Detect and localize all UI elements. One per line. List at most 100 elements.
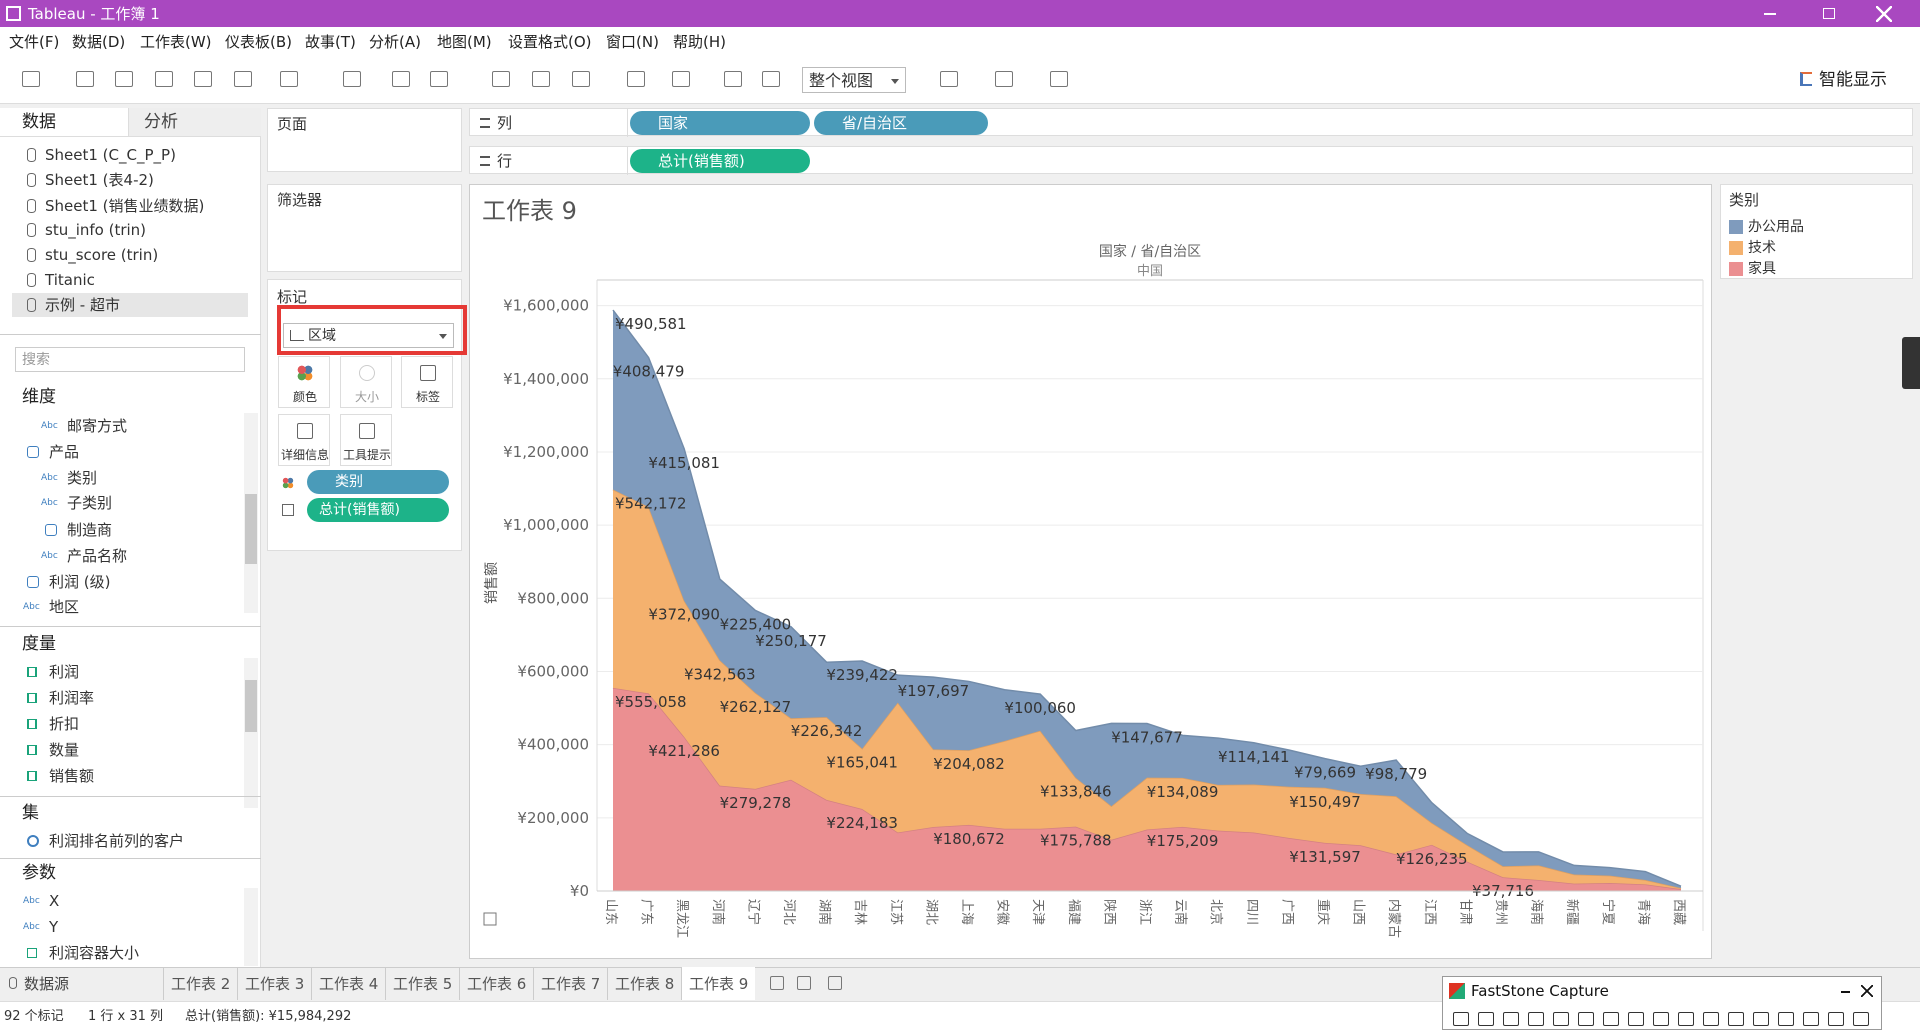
dimension-field[interactable]: 地区: [49, 598, 80, 616]
capture-tool[interactable]: [1778, 1012, 1794, 1026]
restore-button[interactable]: [1823, 8, 1835, 19]
mark-button[interactable]: 工具提示: [340, 414, 392, 466]
icon[interactable]: [234, 71, 252, 87]
show-me-button[interactable]: 智能显示: [1819, 70, 1887, 90]
capture-tool[interactable]: [1653, 1012, 1669, 1026]
icon[interactable]: [115, 71, 133, 87]
menu-item[interactable]: 仪表板(B): [225, 33, 292, 51]
legend-item[interactable]: 技术: [1748, 240, 1776, 256]
icon[interactable]: [492, 71, 510, 87]
dimension-field[interactable]: 产品名称: [67, 547, 128, 565]
dimension-field[interactable]: 邮寄方式: [67, 417, 128, 435]
icon[interactable]: [22, 71, 40, 87]
menu-item[interactable]: 分析(A): [369, 33, 421, 51]
icon[interactable]: [430, 71, 448, 87]
shelf-pill[interactable]: 省/自治区: [814, 111, 988, 135]
menu-item[interactable]: 窗口(N): [606, 33, 659, 51]
icon[interactable]: [762, 71, 780, 87]
pane-tab[interactable]: 分析: [144, 112, 178, 132]
icon[interactable]: [627, 71, 645, 87]
capture-tool[interactable]: [1728, 1012, 1744, 1026]
capture-tool[interactable]: [1603, 1012, 1619, 1026]
dimension-field[interactable]: 类别: [67, 469, 98, 487]
icon[interactable]: [572, 71, 590, 87]
pane-tab[interactable]: 数据: [22, 112, 56, 132]
sheet-tab-box[interactable]: 工作表 2: [163, 967, 237, 1000]
capture-tool[interactable]: [1678, 1012, 1694, 1026]
measure-field[interactable]: 折扣: [49, 715, 80, 733]
mark-button[interactable]: 标签: [401, 356, 453, 408]
menu-item[interactable]: 地图(M): [437, 33, 492, 51]
icon[interactable]: [194, 71, 212, 87]
sheet-tab-box[interactable]: 工作表 3: [237, 967, 311, 1000]
datasource-item[interactable]: Sheet1 (销售业绩数据): [45, 197, 205, 215]
capture-tool[interactable]: [1553, 1012, 1569, 1026]
icon[interactable]: [392, 71, 410, 87]
datasource-item[interactable]: Titanic: [45, 271, 95, 289]
capture-tool[interactable]: [1503, 1012, 1519, 1026]
capture-tool[interactable]: [1803, 1012, 1819, 1026]
legend-item[interactable]: 家具: [1748, 261, 1776, 277]
icon[interactable]: [532, 71, 550, 87]
sheet-tab-box[interactable]: 工作表 4: [311, 967, 385, 1000]
icon[interactable]: [940, 71, 958, 87]
filters-card[interactable]: 筛选器: [267, 184, 462, 272]
icon[interactable]: [828, 976, 842, 990]
fit-dropdown[interactable]: 整个视图: [802, 67, 906, 93]
datasource-item[interactable]: stu_info (trin): [45, 221, 147, 239]
mark-pill[interactable]: 类别: [307, 470, 449, 494]
icon[interactable]: [343, 71, 361, 87]
faststone-close[interactable]: [1861, 985, 1873, 997]
menu-item[interactable]: 故事(T): [305, 33, 356, 51]
datasource-item[interactable]: Sheet1 (C_C_P_P): [45, 146, 176, 164]
capture-tool[interactable]: [1753, 1012, 1769, 1026]
menu-item[interactable]: 帮助(H): [673, 33, 726, 51]
icon[interactable]: [672, 71, 690, 87]
faststone-minimize[interactable]: [1841, 991, 1850, 993]
measure-field[interactable]: 利润: [49, 663, 80, 681]
measure-field[interactable]: 数量: [49, 741, 80, 759]
menu-item[interactable]: 工作表(W): [140, 33, 212, 51]
close-button[interactable]: [1876, 6, 1892, 22]
dimension-field[interactable]: 制造商: [67, 521, 113, 539]
sheet-tab-box[interactable]: 工作表 8: [607, 967, 681, 1000]
icon[interactable]: [770, 976, 784, 990]
mark-button[interactable]: 大小: [340, 356, 392, 408]
dimension-field[interactable]: 利润 (级): [49, 573, 111, 591]
parameter-field[interactable]: Y: [49, 918, 59, 936]
capture-tool[interactable]: [1578, 1012, 1594, 1026]
capture-tool[interactable]: [1528, 1012, 1544, 1026]
icon[interactable]: [280, 71, 298, 87]
datasource-item[interactable]: Sheet1 (表4-2): [45, 171, 154, 189]
parameter-field[interactable]: X: [49, 892, 60, 910]
search-box[interactable]: 搜索: [15, 347, 245, 372]
datasource-item[interactable]: stu_score (trin): [45, 246, 159, 264]
icon[interactable]: [1050, 71, 1068, 87]
mark-button[interactable]: 详细信息: [278, 414, 330, 466]
datasource-item[interactable]: 示例 - 超市: [45, 296, 120, 314]
set-field[interactable]: 利润排名前列的客户: [49, 832, 185, 850]
sheet-tab-box[interactable]: 工作表 9: [681, 967, 755, 1000]
dimension-field[interactable]: 产品: [49, 443, 80, 461]
capture-tool[interactable]: [1453, 1012, 1469, 1026]
menu-item[interactable]: 设置格式(O): [508, 33, 592, 51]
icon[interactable]: [995, 71, 1013, 87]
parameter-field[interactable]: 利润容器大小: [49, 944, 140, 962]
menu-item[interactable]: 文件(F): [9, 33, 60, 51]
capture-tool[interactable]: [1628, 1012, 1644, 1026]
capture-tool[interactable]: [1703, 1012, 1719, 1026]
mark-pill[interactable]: 总计(销售额): [307, 498, 449, 522]
shelf-pill[interactable]: 国家: [630, 111, 810, 135]
capture-tool[interactable]: [1828, 1012, 1844, 1026]
capture-tool[interactable]: [1853, 1012, 1869, 1026]
measure-field[interactable]: 利润率: [49, 689, 95, 707]
icon[interactable]: [724, 71, 742, 87]
sheet-tab-box[interactable]: 工作表 5: [385, 967, 459, 1000]
icon[interactable]: [76, 71, 94, 87]
capture-tool[interactable]: [1478, 1012, 1494, 1026]
shelf-pill[interactable]: 总计(销售额): [630, 149, 810, 173]
sheet-tab[interactable]: 数据源: [24, 975, 70, 993]
measure-field[interactable]: 销售额: [49, 767, 95, 785]
menu-item[interactable]: 数据(D): [72, 33, 126, 51]
sheet-tab-box[interactable]: 工作表 7: [533, 967, 607, 1000]
